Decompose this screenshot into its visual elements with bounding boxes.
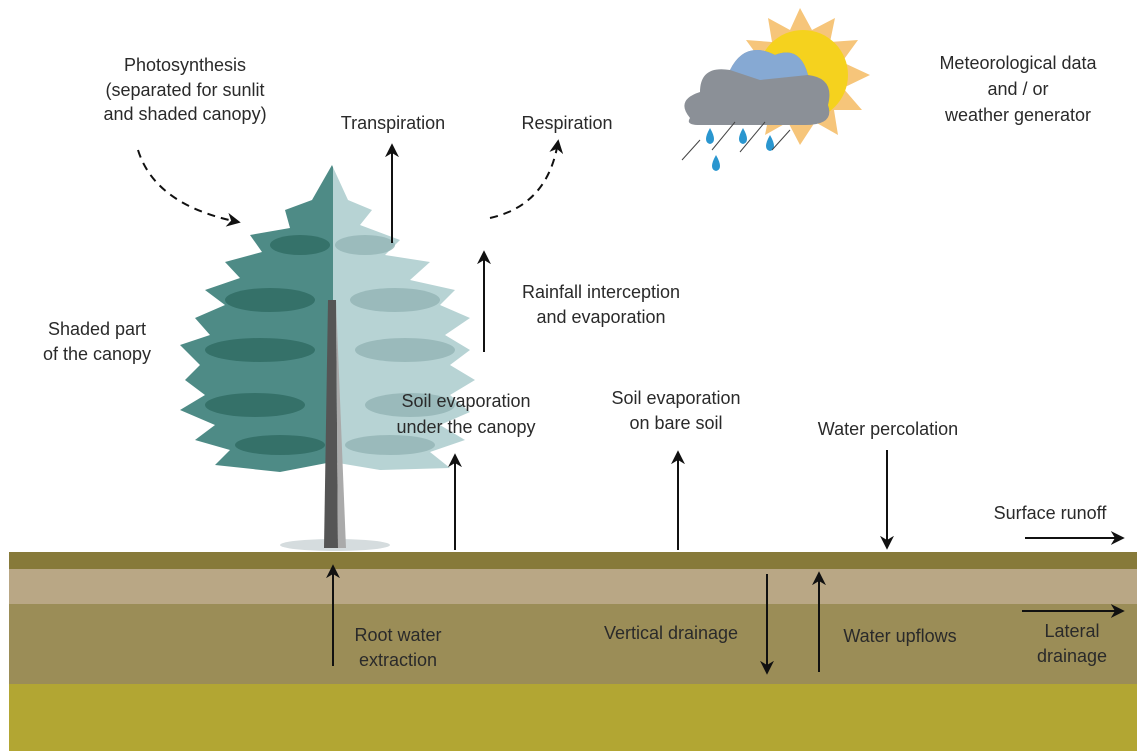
label: Surface runoff [994,503,1108,523]
label: Photosynthesis [124,55,246,75]
label: and shaded canopy) [103,104,266,124]
soil-surface [9,552,1137,569]
label: Transpiration [341,113,445,133]
label: Soil evaporation [611,388,740,408]
soil-layer-3 [9,684,1137,751]
tree [180,165,475,551]
label: Rainfall interception [522,282,680,302]
label: Water percolation [818,419,958,439]
weather-icon [681,8,870,171]
soil-layer-1 [9,569,1137,604]
label: weather generator [944,105,1091,125]
label: Lateral [1044,621,1099,641]
label: of the canopy [43,344,151,364]
label: (separated for sunlit [105,80,264,100]
label: on bare soil [629,413,722,433]
arrows [137,139,1125,675]
label: Vertical drainage [604,623,738,643]
label: Soil evaporation [401,391,530,411]
label: Shaded part [48,319,146,339]
labels: Photosynthesis (separated for sunlit and… [43,53,1107,670]
label: and / or [987,79,1048,99]
label: Meteorological data [939,53,1097,73]
label: extraction [359,650,437,670]
label: drainage [1037,646,1107,666]
label: Respiration [521,113,612,133]
label: under the canopy [396,417,535,437]
label: and evaporation [536,307,665,327]
label: Root water [354,625,441,645]
label: Water upflows [843,626,956,646]
soil-layer-2 [9,604,1137,684]
